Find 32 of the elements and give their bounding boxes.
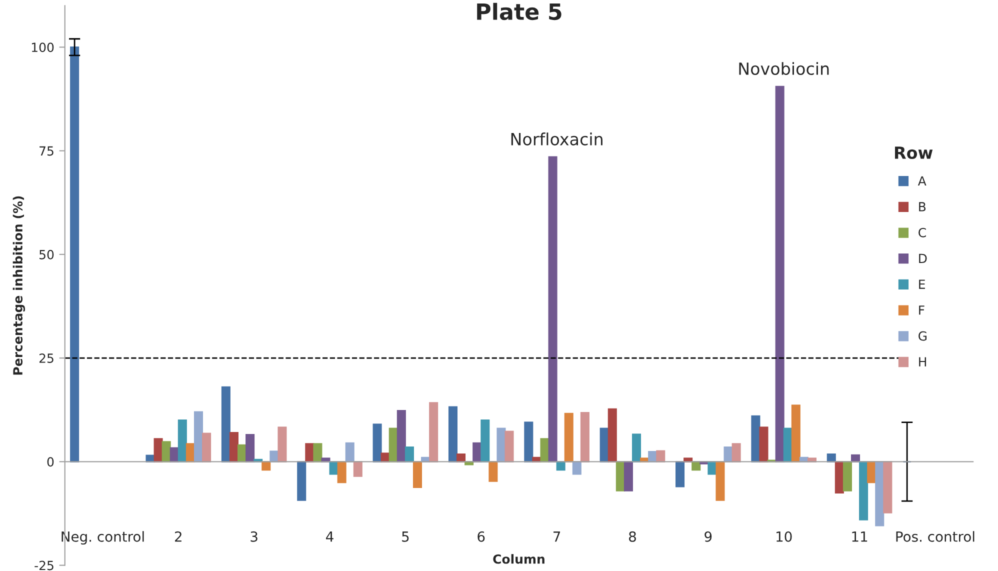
x-tick-label: Neg. control [62,531,144,545]
legend-label: C [918,228,926,238]
y-tick-label: 50 [40,250,54,260]
x-tick-label: 11 [852,532,868,542]
legend-label: G [918,331,927,341]
x-tick-label: 2 [174,531,182,542]
x-axis-title: Column [493,554,544,564]
x-tick-label: 10 [776,531,792,542]
x-tick-label: 8 [629,531,636,542]
legend-label: A [918,176,926,186]
y-tick-label: 100 [32,42,54,52]
legend-label: F [919,306,924,315]
x-tick-label: 3 [250,531,258,542]
y-tick-label: 25 [39,354,54,363]
y-tick-label: -25 [34,560,54,570]
x-tick-label: 4 [326,532,334,542]
x-tick-label: 6 [478,531,485,542]
x-tick-label: 5 [402,532,409,542]
y-tick-label: 75 [40,146,54,156]
x-tick-label: 7 [554,532,560,542]
legend-label: B [919,202,926,212]
annotation: Novobiocin [739,62,829,75]
x-tick-label: 9 [704,531,712,542]
y-axis-title: Percentage inhibition (%) [12,196,26,375]
annotation: Norfloxacin [511,132,602,146]
legend-label: H [919,357,926,366]
legend-label: D [919,254,927,263]
chart-title: Plate 5 [477,2,562,20]
x-tick-label: Pos. control [896,531,974,542]
legend-label: E [919,280,925,289]
y-tick-label: 0 [47,457,54,467]
legend-title: Row [895,146,933,159]
